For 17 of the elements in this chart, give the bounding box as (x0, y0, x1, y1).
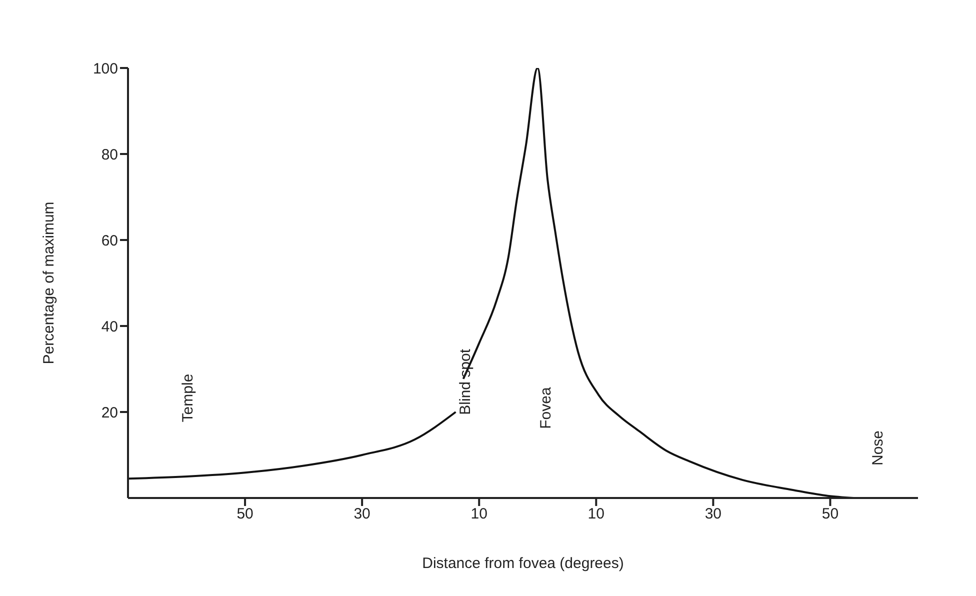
y-axis-title: Percentage of maximum (40, 202, 58, 364)
y-tick-label: 100 (92, 60, 118, 78)
x-tick-label: 10 (470, 506, 488, 523)
x-tick-label: 30 (354, 506, 370, 523)
annotation: Temple (180, 374, 196, 422)
annotation: Blind spot (457, 348, 474, 415)
annotation: Nose (870, 430, 886, 466)
y-tick-label: 20 (101, 404, 118, 422)
y-tick-label: 80 (101, 146, 118, 164)
x-tick-label: 50 (236, 506, 254, 523)
y-tick-label: 40 (101, 318, 118, 336)
annotation: Fovea (538, 386, 554, 429)
x-axis-title: Distance from fovea (degrees) (422, 555, 624, 572)
y-tick-label: 60 (101, 232, 118, 250)
x-tick-label: 30 (704, 506, 722, 523)
x-tick-label: 10 (588, 506, 604, 523)
x-tick-label: 50 (822, 506, 839, 523)
